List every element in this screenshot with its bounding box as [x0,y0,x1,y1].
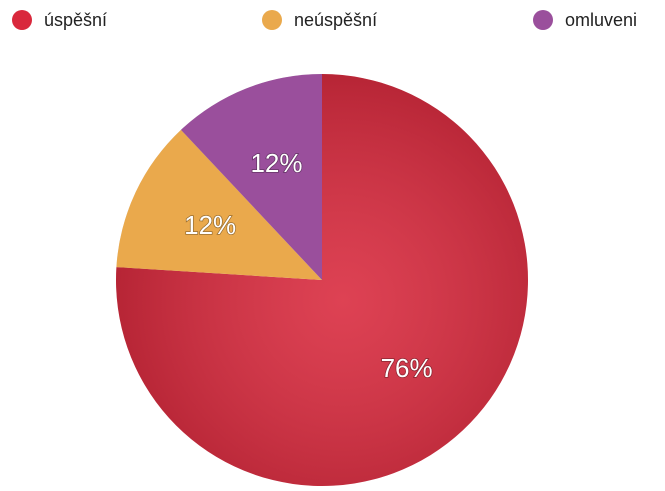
legend-marker [533,10,553,30]
legend-label: úspěšní [44,10,107,30]
pie-slice [116,129,322,280]
pie-slice [180,74,322,280]
legend-marker [12,10,32,30]
value-label: 12% [250,148,302,178]
pie: 76% 12% 12% [115,74,529,487]
legend-label: neúspěšní [294,10,377,30]
value-label: 76% [381,353,433,383]
legend-label: omluveni [565,10,637,30]
legend: úspěšní neúspěšní omluveni [12,10,637,30]
value-label: 12% [184,210,236,240]
legend-marker [262,10,282,30]
